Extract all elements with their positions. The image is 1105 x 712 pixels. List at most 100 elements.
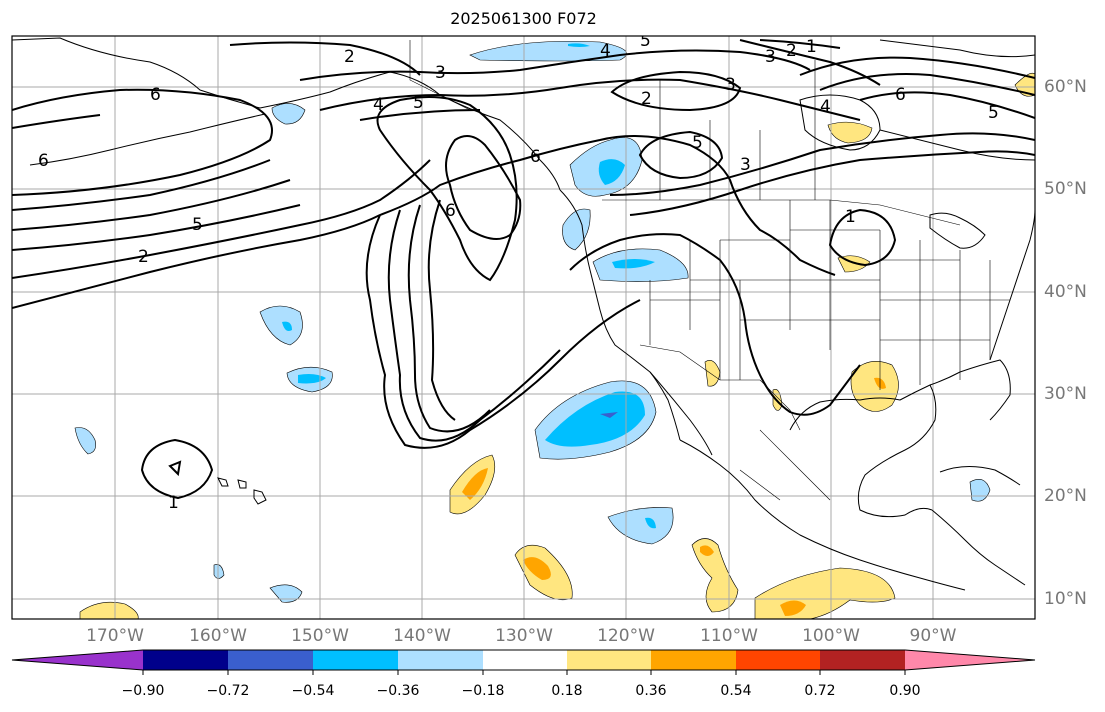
colorbar-tick-label: −0.36: [376, 683, 420, 699]
neg-area-hawaii-west: [74, 427, 96, 455]
contour-east-3: [819, 73, 1035, 96]
colorbar-tick-label: −0.72: [206, 683, 250, 699]
lon-label-130w: 130°W: [495, 626, 553, 646]
colorbar-swatch: [651, 650, 736, 670]
east-coast: [989, 209, 1035, 361]
neg-area-pac-a: [259, 305, 303, 346]
neg-area-south-b: [269, 584, 303, 603]
alaska-yukon-border: [409, 40, 471, 111]
lon-label-100w: 100°W: [802, 626, 860, 646]
neg-area-northwest-core: [612, 259, 655, 269]
colorbar-tick-label: 0.36: [635, 683, 667, 699]
contour-label: 3: [725, 75, 736, 95]
great-lakes: [929, 212, 986, 249]
colorbar-swatch: [483, 650, 567, 670]
colorbar-tick-label: 0.72: [804, 683, 836, 699]
contour-4: [12, 179, 291, 231]
hawaii-2: [237, 479, 247, 489]
neg-area-east-pac-core: [645, 517, 656, 529]
contour-north-3: [299, 49, 811, 81]
neg-area-pac-b-core: [298, 374, 326, 384]
canada-arctic: [879, 39, 1035, 58]
neg-area-baja-dark: [600, 412, 618, 418]
shaded-regions: [74, 40, 1035, 619]
contour-bulge-2: [387, 209, 561, 442]
colorbar-tick-label: −0.90: [121, 683, 165, 699]
lat-label-30n: 30°N: [1044, 384, 1087, 404]
contour-bulge-3: [407, 204, 491, 433]
graticule: [12, 36, 1035, 619]
lon-label-160w: 160°W: [189, 626, 247, 646]
hawaii-1: [217, 477, 229, 487]
contour-label: 4: [820, 97, 831, 117]
contour-north-5: [359, 109, 481, 121]
cuba: [939, 466, 1021, 486]
contour-5: [12, 159, 271, 211]
contour-label: 4: [600, 41, 611, 61]
lon-label-170w: 170°W: [86, 626, 144, 646]
contour-northeast-2: [759, 39, 841, 49]
contour-loop-2-north: [610, 70, 742, 112]
contour-label: 5: [640, 31, 651, 51]
contour-label: 2: [641, 89, 652, 109]
contour-2: [12, 159, 431, 279]
contour-north-2: [229, 41, 421, 76]
hawaii-3: [253, 489, 267, 505]
contour-bulge-1: [365, 214, 641, 449]
contour-label: 3: [435, 63, 446, 83]
contour-label: 6: [445, 201, 456, 221]
lon-label-120w: 120°W: [597, 626, 655, 646]
pos-area-subtrop-pac-core: [462, 468, 488, 500]
colorbar-ticks: [142, 670, 906, 675]
lat-label-40n: 40°N: [1044, 282, 1087, 302]
contour-label: 5: [692, 133, 703, 153]
neg-area-gulf-alaska-core: [568, 43, 590, 47]
neg-area-baja-core: [545, 391, 645, 447]
coastlines: [12, 37, 1035, 591]
contour-label: 5: [988, 103, 999, 123]
lon-label-110w: 110°W: [700, 626, 758, 646]
hudson-bay: [799, 94, 881, 151]
contour-east-4: [799, 56, 1035, 79]
contour-labels: 2 3 4 5 6 6 5 2 6 2 4 5 3 3 2 1 4 6 5 5 …: [38, 31, 999, 513]
contour-label: 6: [530, 147, 541, 167]
state-lines-3: [879, 230, 991, 390]
colorbar-swatch: [820, 650, 905, 670]
contour-mini-loop: [168, 460, 182, 477]
lat-label-60n: 60°N: [1044, 77, 1087, 97]
lat-label-10n: 10°N: [1044, 589, 1087, 609]
contour-label: 6: [38, 151, 49, 171]
contour-north-4: [319, 78, 861, 121]
neg-area-pac-a-core: [282, 321, 292, 331]
contour-label: 5: [413, 93, 424, 113]
contour-label: 4: [373, 95, 384, 115]
colorbar-swatch-under: [12, 650, 143, 670]
colorbar-swatch: [228, 650, 313, 670]
baja-peninsula: [649, 371, 713, 456]
contour-loop-5: [376, 96, 518, 282]
contour-3: [12, 204, 301, 251]
pos-area-south-pac: [79, 601, 139, 619]
lon-label-150w: 150°W: [291, 626, 349, 646]
contour-label: 3: [765, 47, 776, 67]
contour-label: 6: [150, 85, 161, 105]
alaska-coast: [12, 37, 561, 191]
colorbar-tick-label: −0.18: [461, 683, 505, 699]
contour-east-1: [609, 132, 1035, 196]
contour-gulf-of-alaska: [12, 114, 101, 129]
canada-east: [879, 129, 1035, 161]
contour-label: 2: [138, 247, 149, 267]
mexico-west-coast: [679, 439, 966, 591]
contour-label: 3: [740, 155, 751, 175]
colorbar-tick-label: −0.54: [291, 683, 335, 699]
pos-area-hudson: [827, 121, 873, 144]
florida: [929, 359, 1011, 421]
map-title: 2025061300 F072: [450, 9, 597, 28]
colorbar-swatch: [736, 650, 820, 670]
contour-loop-1-plains: [828, 208, 897, 267]
colorbar-tick-label: 0.18: [551, 683, 583, 699]
state-lines-1: [649, 200, 831, 380]
contour-bulge-4: [427, 199, 456, 421]
contour-label: 1: [806, 37, 817, 57]
